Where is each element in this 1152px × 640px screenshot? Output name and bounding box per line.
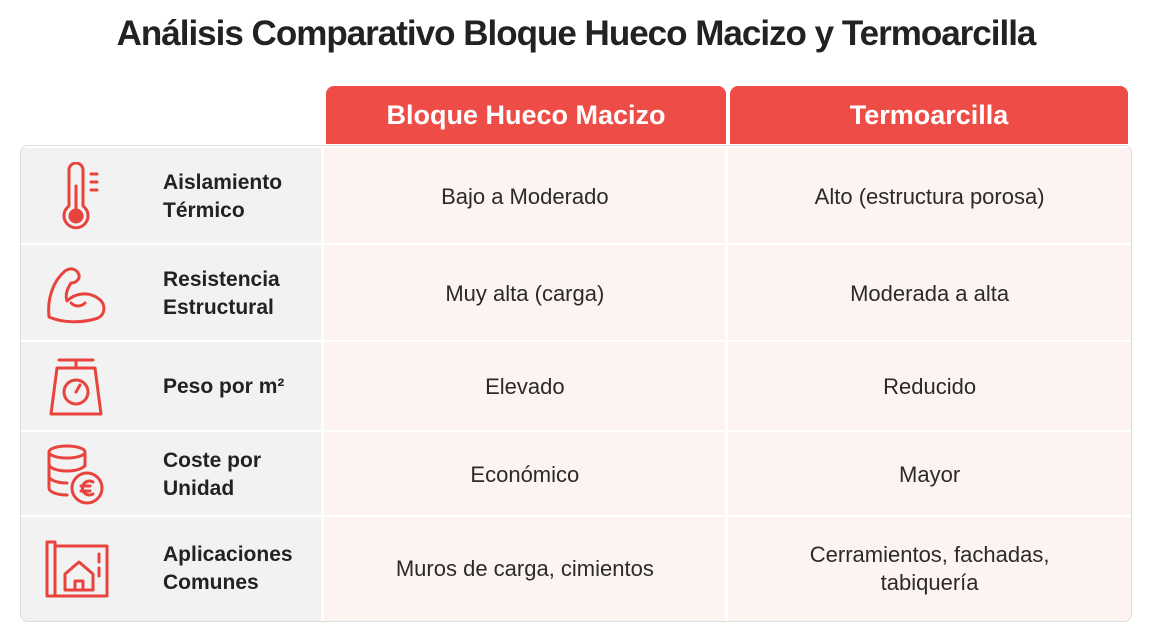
row-header: Aislamiento Térmico — [21, 148, 322, 245]
cell-text: Bajo a Moderado — [441, 183, 609, 209]
thermometer-icon — [62, 161, 99, 229]
row-label: Peso por m² — [163, 375, 285, 398]
cell-text: Económico — [470, 461, 580, 487]
row-label: Coste por Unidad — [163, 448, 262, 500]
cell-text: Reducido — [883, 374, 977, 399]
column-header: Bloque Hueco Macizo — [326, 86, 726, 144]
row: Peso por m² Elevado Reducido — [21, 340, 1131, 432]
cell: Cerramientos, fachadas, tabiquería — [725, 517, 1131, 621]
column-header: Termoarcilla — [730, 86, 1128, 144]
row-label: Aislamiento Térmico — [163, 170, 283, 222]
title: Análisis Comparativo Bloque Hueco Macizo… — [116, 14, 1037, 53]
cell-text: Muy alta (carga) — [445, 280, 605, 306]
scale-icon — [49, 358, 103, 416]
blueprint-icon — [45, 540, 109, 598]
row: Aislamiento Térmico Bajo a Moderado Alto… — [21, 146, 1131, 245]
cell: Muy alta (carga) — [321, 245, 725, 342]
row-label: Aplicaciones Comunes — [163, 543, 293, 594]
row-header: Coste por Unidad — [21, 432, 322, 517]
cell: Mayor — [725, 432, 1131, 517]
cell: Económico — [321, 432, 725, 517]
row: Aplicaciones Comunes Muros de carga, cim… — [21, 515, 1131, 621]
cell-text: Cerramientos, fachadas, tabiquería — [809, 542, 1050, 595]
cell: Moderada a alta — [725, 245, 1131, 342]
cell-text: Mayor — [899, 461, 961, 487]
row-header: Peso por m² — [21, 342, 322, 432]
row-label: Resistencia Estructural — [163, 267, 280, 319]
row-header: Resistencia Estructural — [21, 245, 322, 342]
cell: Alto (estructura porosa) — [725, 148, 1131, 245]
coins-icon — [47, 444, 104, 504]
cell-text: Muros de carga, cimientos — [395, 556, 654, 581]
cell: Elevado — [321, 342, 725, 432]
row: Resistencia Estructural Muy alta (carga)… — [21, 243, 1131, 342]
table: Aislamiento Térmico Bajo a Moderado Alto… — [20, 145, 1132, 622]
row: Coste por Unidad Económico Mayor — [21, 430, 1131, 517]
cell-text: Moderada a alta — [850, 280, 1010, 306]
cell: Bajo a Moderado — [321, 148, 725, 245]
row-header: Aplicaciones Comunes — [21, 517, 322, 621]
cell: Muros de carga, cimientos — [321, 517, 725, 621]
cell: Reducido — [725, 342, 1131, 432]
cell-text: Alto (estructura porosa) — [814, 183, 1045, 209]
muscle-icon — [47, 266, 106, 323]
cell-text: Elevado — [485, 374, 565, 399]
